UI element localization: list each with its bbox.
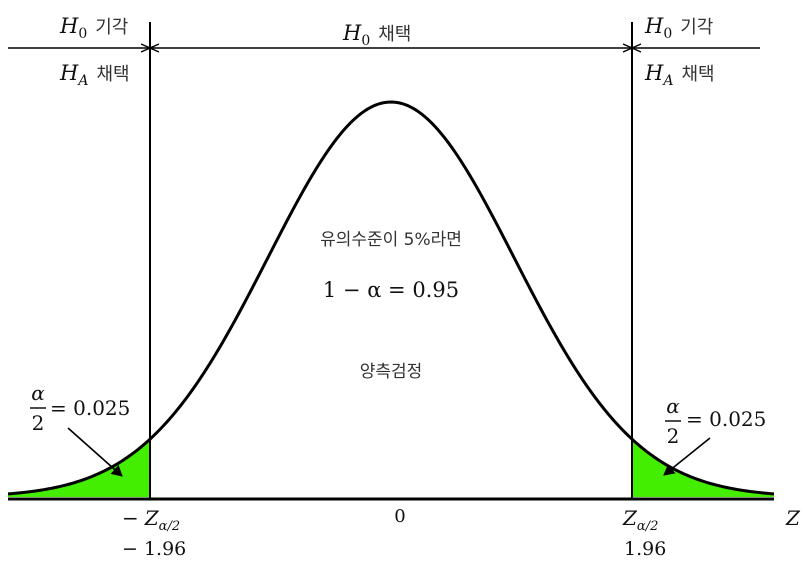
right-reject-label: H0 기각	[644, 14, 713, 42]
right-alpha-denominator: 2	[667, 424, 680, 448]
right-tail-annotation: α 2 = 0.025	[665, 394, 766, 448]
right-critical-label: Zα/2	[622, 506, 658, 534]
center-zero-label: 0	[394, 506, 405, 527]
left-reject-label: H0 기각	[59, 14, 128, 42]
left-rejection-area	[8, 439, 150, 497]
right-tail-pointer	[663, 437, 711, 476]
right-accept-label: HA 채택	[644, 61, 715, 89]
left-critical-label: − Zα/2	[122, 506, 180, 534]
confidence-equation: 1 − α = 0.95	[323, 278, 459, 302]
left-alpha-numerator: α	[31, 381, 45, 405]
left-tail-annotation: α 2 = 0.025	[30, 381, 130, 435]
left-accept-label: HA 채택	[59, 61, 130, 89]
significance-level-text: 유의수준이 5%라면	[320, 230, 462, 250]
left-alpha-denominator: 2	[32, 411, 45, 435]
left-critical-value: − 1.96	[122, 538, 186, 560]
z-axis-label: Z	[785, 506, 801, 530]
right-alpha-numerator: α	[666, 394, 680, 418]
right-rejection-area	[632, 439, 774, 497]
right-alpha-value: = 0.025	[686, 407, 766, 431]
left-alpha-value: = 0.025	[50, 396, 130, 420]
left-tail-pointer	[67, 427, 123, 477]
two-tailed-test-text: 양측검정	[360, 362, 423, 382]
normal-distribution-curve	[7, 100, 775, 496]
right-critical-value: 1.96	[624, 538, 666, 560]
center-accept-label: H0 채택	[342, 21, 411, 49]
